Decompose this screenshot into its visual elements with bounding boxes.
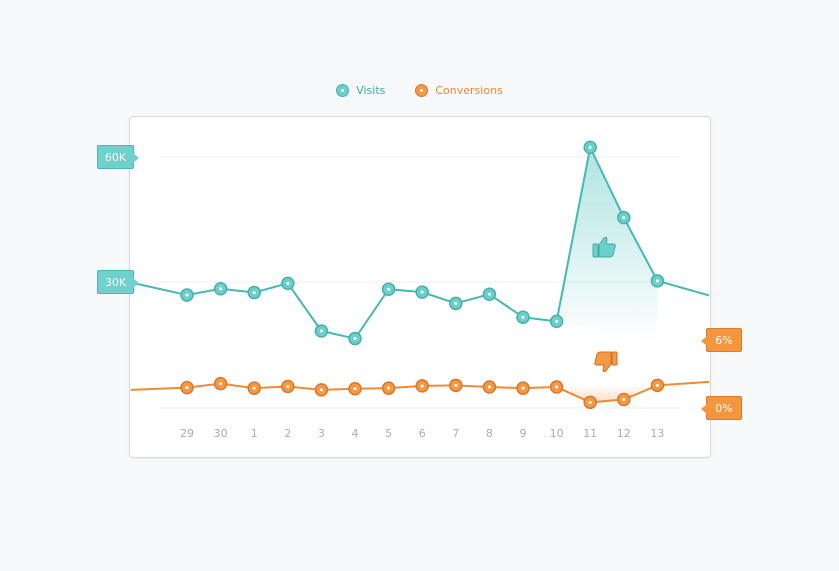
x-tick-label-13: 13: [650, 427, 664, 440]
x-tick-label-3: 3: [318, 427, 325, 440]
visits-point-12[interactable]: Visits 12: 45500: [617, 210, 631, 225]
conversions-point-30[interactable]: Conversions 30: 2.15: [213, 376, 228, 391]
conversions-point-4[interactable]: Conversions 4: 1.7: [348, 381, 362, 396]
x-tick-label-5: 5: [385, 427, 392, 440]
legend-conversions-dot-icon: [415, 84, 429, 97]
conversions-point-9[interactable]: Conversions 9: 1.75: [516, 381, 530, 395]
thumbs-down-icon: [594, 351, 618, 373]
visits-point-30[interactable]: Visits 30: 28500: [213, 282, 228, 296]
conversions-point-7[interactable]: Conversions 7: 2: [449, 378, 463, 393]
conversions-point-8[interactable]: Conversions 8: 1.85: [482, 380, 497, 394]
visits-point-6[interactable]: Visits 6: 27700: [415, 285, 429, 299]
visits-point-29[interactable]: Visits 29: 27000: [180, 288, 194, 302]
x-tick-label-4: 4: [352, 427, 359, 440]
visits-point-1[interactable]: Visits 1: 27600: [247, 285, 261, 300]
x-tick-label-1: 1: [251, 427, 258, 440]
legend-item-conversions[interactable]: Conversions: [415, 84, 503, 97]
visits-point-9[interactable]: Visits 9: 21700: [516, 310, 530, 324]
y2-axis-tag-6pct: 6%: [701, 328, 742, 352]
conversions-point-6[interactable]: Conversions 6: 1.95: [415, 379, 429, 393]
visits-point-10[interactable]: Visits 10: 20700: [549, 314, 564, 329]
x-axis-ticks: 29 30 1 2 3 4 5 6 7 8 9 10 11 12 13: [180, 427, 664, 440]
visits-point-8[interactable]: Visits 8: 27200: [482, 287, 497, 301]
visits-point-13[interactable]: Visits 13: 30400: [650, 274, 665, 288]
conversions-point-5[interactable]: Conversions 5: 1.75: [381, 381, 396, 395]
y2-axis-tag-0pct: 0%: [701, 396, 742, 420]
x-tick-label-10: 10: [550, 427, 564, 440]
conversions-point-10[interactable]: Conversions 10: 1.85: [549, 380, 564, 394]
conversions-point-11[interactable]: Conversions 11: 0.5: [583, 395, 597, 410]
conversions-point-12[interactable]: Conversions 12: 0.75: [617, 392, 631, 407]
x-tick-label-11: 11: [583, 427, 597, 440]
visits-point-7[interactable]: Visits 7: 25000: [449, 296, 463, 311]
visits-point-4[interactable]: Visits 4: 16600: [348, 331, 362, 346]
y-axis-tag-60k: 60K: [97, 145, 139, 169]
conversions-point-29[interactable]: Conversions 29: 1.8: [180, 380, 194, 395]
x-tick-label-2: 2: [284, 427, 291, 440]
visits-point-3[interactable]: Visits 3: 18400: [314, 324, 329, 338]
conversions-point-13[interactable]: Conversions 13: 2: [650, 378, 665, 393]
series-points: Visits 29: 27000 Visits 30: 28500 Visits 1…: [180, 140, 665, 410]
x-tick-label-7: 7: [452, 427, 459, 440]
visits-point-2[interactable]: Visits 2: 29800: [281, 276, 295, 291]
x-tick-label-6: 6: [419, 427, 426, 440]
conversions-point-2[interactable]: Conversions 2: 1.9: [281, 379, 295, 394]
annotation-icons: [592, 236, 618, 373]
thumbs-up-icon: [592, 236, 616, 258]
y-axis-tag-30k: 30K: [97, 270, 139, 294]
legend-item-visits[interactable]: Visits: [336, 84, 385, 97]
x-tick-label-9: 9: [520, 427, 527, 440]
legend-visits-dot-icon: [336, 84, 350, 97]
legend-conversions-label: Conversions: [435, 84, 503, 97]
visits-point-11[interactable]: Visits 11: 62300: [583, 140, 597, 155]
x-tick-label-8: 8: [486, 427, 493, 440]
legend-visits-label: Visits: [356, 84, 386, 97]
x-tick-label-29: 29: [180, 427, 194, 440]
conversions-point-1[interactable]: Conversions 1: 1.75: [247, 381, 261, 395]
conversions-point-3[interactable]: Conversions 3: 1.6: [314, 383, 329, 397]
chart-legend: Visits Conversions: [0, 84, 839, 97]
visits-point-5[interactable]: Visits 5: 28400: [381, 282, 396, 296]
x-tick-label-12: 12: [617, 427, 631, 440]
x-tick-label-30: 30: [214, 427, 228, 440]
